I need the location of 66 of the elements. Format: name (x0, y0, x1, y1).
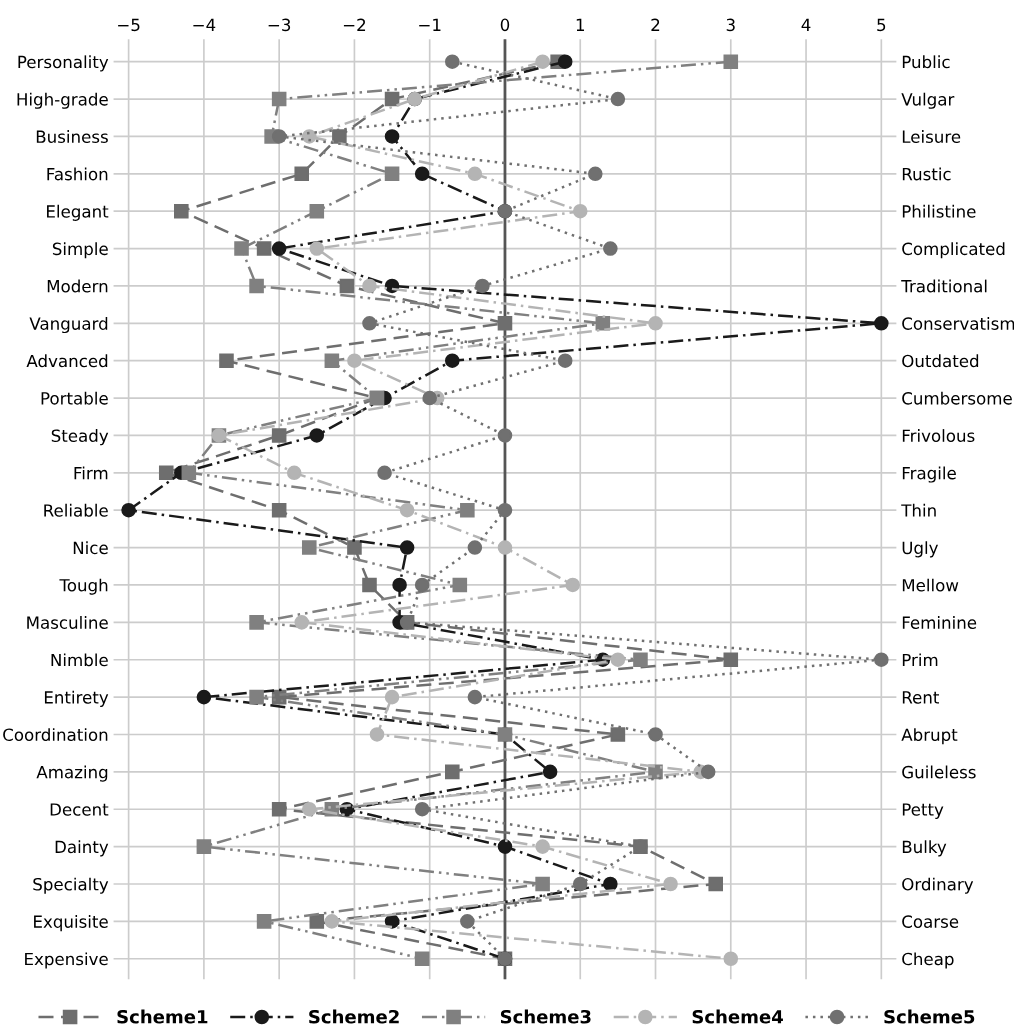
y2-tick-label: Petty (902, 803, 944, 820)
y-tick-label: Decent (50, 803, 109, 816)
y-tick-label: Amazing (36, 765, 108, 782)
x-tick-label: 1 (576, 18, 585, 31)
y-tick-label: Steady (51, 429, 109, 446)
y-tick-label: Elegant (47, 204, 109, 221)
y2-tick-label: Coarse (902, 915, 959, 928)
x-tick-label: −3 (268, 18, 291, 32)
y2-tick-label: Public (902, 55, 950, 69)
x-tick-label: 0 (500, 18, 510, 32)
y-tick-label: Firm (74, 466, 108, 480)
legend-label: Scheme3 (500, 1009, 591, 1024)
y2-tick-label: Complicated (902, 242, 1005, 259)
y2-tick-label: Ugly (902, 541, 939, 558)
y-tick-label: Exquisite (34, 915, 108, 932)
y2-tick-label: Leisure (902, 130, 961, 143)
x-tick-label: 5 (877, 18, 886, 32)
y-tick-label: Vanguard (29, 316, 108, 334)
x-tick-label: −4 (193, 18, 216, 31)
y-tick-label: Entirety (44, 690, 109, 707)
y2-tick-label: Prim (902, 653, 938, 667)
x-tick-label: −2 (343, 18, 366, 31)
y2-tick-label: Conservatism (902, 316, 1014, 330)
y-tick-label: Masculine (27, 616, 108, 629)
y-tick-label: Dainty (55, 840, 109, 857)
x-tick-label: −1 (419, 18, 441, 31)
y-tick-label: Expensive (25, 952, 108, 969)
y-tick-label: Modern (47, 279, 108, 293)
y-tick-label: Business (36, 130, 108, 143)
y2-tick-label: Fragile (902, 466, 956, 483)
y-tick-label: Nice (73, 541, 108, 555)
y-tick-label: Fashion (47, 167, 108, 181)
y2-tick-label: Mellow (902, 578, 959, 592)
x-tick-label: 4 (801, 18, 811, 31)
y2-tick-label: Frivolous (902, 429, 975, 443)
y2-tick-label: Abrupt (901, 728, 958, 745)
y2-tick-label: Ordinary (902, 877, 974, 894)
x-tick-label: 3 (726, 18, 735, 32)
y2-tick-label: Guileless (902, 765, 976, 779)
legend-label: Scheme4 (692, 1009, 783, 1024)
y-tick-label: Specialty (33, 877, 109, 894)
x-tick-label: 2 (651, 18, 660, 31)
y2-tick-label: Thin (901, 503, 936, 517)
legend-label: Scheme5 (884, 1009, 975, 1024)
y2-tick-label: Cheap (902, 952, 954, 969)
y-tick-label: Nimble (51, 653, 108, 667)
y2-tick-label: Bulky (902, 840, 947, 857)
y2-tick-label: Rent (902, 691, 940, 704)
y-tick-label: Tough (59, 578, 108, 595)
y2-tick-label: Cumbersome (902, 391, 1012, 405)
y2-tick-label: Traditional (901, 279, 987, 293)
y2-tick-label: Rustic (902, 167, 951, 181)
y-tick-label: Coordination (3, 728, 108, 742)
legend-label: Scheme2 (309, 1009, 399, 1024)
y-tick-label: Advanced (26, 354, 108, 368)
y-tick-label: Simple (52, 242, 108, 259)
y-tick-label: Personality (18, 55, 109, 72)
y2-tick-label: Feminine (902, 616, 977, 629)
y-tick-label: Reliable (44, 503, 108, 517)
y2-tick-label: Vulgar (901, 92, 955, 109)
y-tick-label: Portable (41, 391, 108, 405)
legend-label: Scheme1 (117, 1009, 208, 1024)
y2-tick-label: Philistine (902, 204, 976, 218)
x-tick-label: −5 (118, 18, 140, 32)
y-tick-label: High-grade (17, 92, 108, 109)
y2-tick-label: Outdated (902, 354, 979, 368)
